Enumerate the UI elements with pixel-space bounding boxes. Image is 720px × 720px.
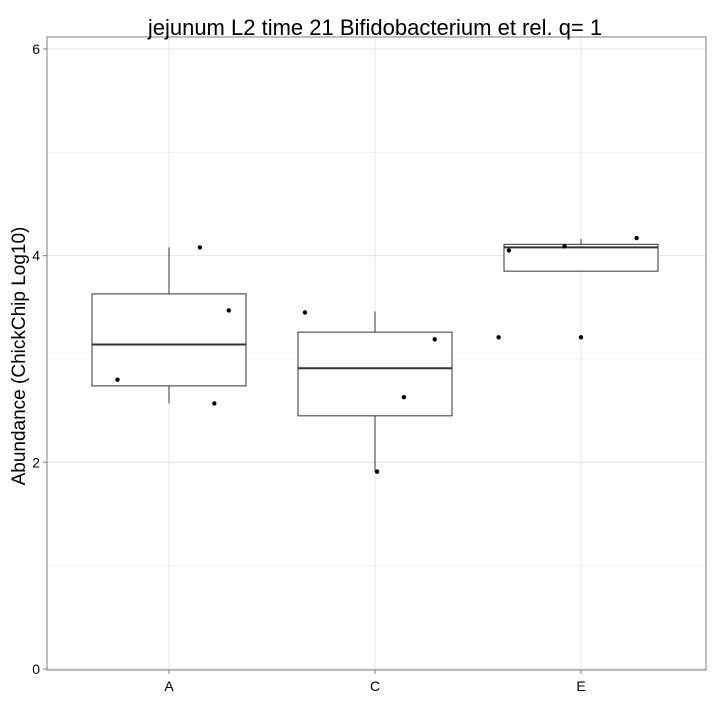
- chart-title: jejunum L2 time 21 Bifidobacterium et re…: [147, 15, 602, 40]
- data-point: [432, 337, 437, 342]
- data-point: [226, 308, 231, 313]
- y-tick-label: 2: [32, 454, 40, 470]
- data-point: [562, 244, 567, 249]
- axes: 0 2 4 6 A C E: [32, 41, 585, 694]
- data-point: [302, 310, 308, 315]
- data-point: [634, 235, 639, 241]
- y-tick-label: 4: [32, 248, 40, 264]
- y-tick-label: 6: [32, 41, 40, 57]
- box-E: [503, 239, 659, 272]
- data-point: [197, 245, 203, 250]
- x-tick-label: C: [370, 678, 380, 694]
- data-point: [115, 377, 120, 382]
- box-body: [297, 331, 453, 417]
- data-point: [496, 335, 501, 340]
- box-A: [91, 247, 247, 404]
- data-point: [401, 395, 407, 400]
- data-points: [115, 235, 639, 474]
- data-point: [374, 469, 380, 474]
- data-point: [578, 335, 584, 340]
- x-tick-label: A: [164, 678, 174, 694]
- panel-border: [46, 36, 707, 671]
- x-tick-label: E: [576, 678, 585, 694]
- data-point: [212, 401, 217, 406]
- box-C: [297, 311, 453, 472]
- data-point: [506, 248, 512, 253]
- y-axis-label: Abundance (ChickChip Log10): [9, 227, 30, 486]
- box-body: [503, 243, 659, 272]
- boxes: [91, 239, 659, 472]
- y-tick-label: 0: [32, 661, 40, 677]
- box-body: [91, 293, 247, 387]
